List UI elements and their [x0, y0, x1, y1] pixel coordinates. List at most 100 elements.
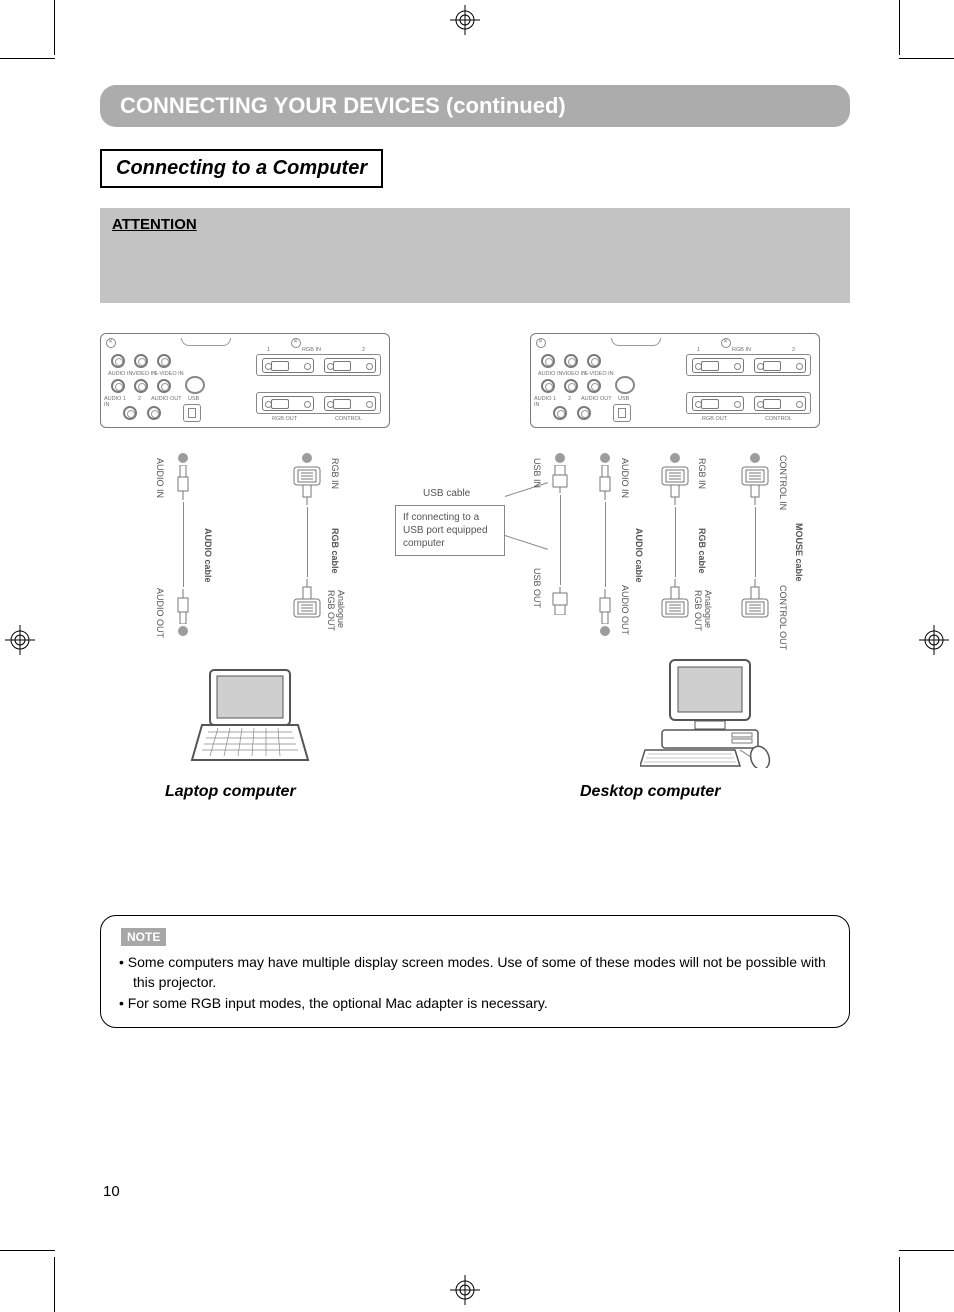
vga-port [324, 358, 376, 373]
usb-plug-icon [551, 587, 569, 615]
cable-label: AUDIO IN [155, 458, 165, 498]
svideo-din-port [615, 376, 635, 394]
cable-label: AUDIO cable [203, 528, 213, 583]
connector-dot [600, 453, 610, 463]
crop-mark [54, 1257, 55, 1312]
port-label: 2 [568, 396, 571, 402]
connector-dot [670, 453, 680, 463]
port-label: 1 [697, 347, 700, 353]
cable-label: RGB IN [697, 458, 707, 489]
audio1-port [541, 379, 555, 393]
audio-plug-icon [595, 465, 615, 500]
cable-label: USB IN [532, 458, 542, 488]
svideo-port [157, 354, 171, 368]
port-label: USB [618, 396, 629, 402]
connector-dot [600, 626, 610, 636]
section-title-text: CONNECTING YOUR DEVICES (continued) [120, 93, 566, 118]
crop-mark [899, 1250, 954, 1251]
connector-dot [178, 626, 188, 636]
screw-icon [291, 338, 301, 348]
rgb-out-group: RGB OUT CONTROL [256, 392, 381, 414]
port-label: VIDEO IN [562, 371, 586, 377]
port-label: CONTROL [335, 416, 362, 422]
rgb-out-group: RGB OUT CONTROL [686, 392, 811, 414]
vga-connector-icon [660, 579, 690, 619]
port-label: RGB OUT [272, 416, 297, 422]
audio-in-port [541, 354, 555, 368]
crop-mark [899, 1257, 900, 1312]
attention-block: ATTENTION [100, 208, 850, 303]
vga-connector-icon [660, 465, 690, 505]
cable-line [560, 495, 561, 585]
cable-label: RGB IN [330, 458, 340, 489]
rgb-cable-column [292, 453, 322, 621]
connector-dot [178, 453, 188, 463]
usb-note-box: If connecting to a USB port equipped com… [395, 505, 505, 556]
audio-plug-icon [173, 589, 193, 624]
port-label: S-VIDEO IN [154, 371, 184, 377]
attention-label: ATTENTION [112, 216, 197, 233]
note-badge: NOTE [121, 928, 166, 946]
audio1-port [111, 379, 125, 393]
port [577, 406, 591, 420]
cable-line [183, 502, 184, 587]
usb-port [613, 404, 631, 422]
audio-out-port [157, 379, 171, 393]
port-label: AUDIO OUT [581, 396, 612, 402]
cable-label: RGB cable [330, 528, 340, 574]
desktop-icon [640, 658, 780, 768]
vga-port [692, 396, 744, 411]
rgb-in-group: 1 RGB IN 2 [256, 354, 381, 376]
note-item: For some RGB input modes, the optional M… [119, 993, 831, 1013]
cable-line [755, 507, 756, 577]
cable-label: MOUSE cable [794, 523, 804, 582]
connection-diagram: AUDIO IN VIDEO IN S-VIDEO IN AUDIO 1 2 A… [100, 333, 850, 813]
connector-dot [302, 453, 312, 463]
port-label: AUDIO IN [108, 371, 132, 377]
note-box: NOTE Some computers may have multiple di… [100, 915, 850, 1028]
connector-dot [555, 453, 565, 463]
audio-in-port [111, 354, 125, 368]
subsection-title-box: Connecting to a Computer [100, 149, 383, 188]
cable-line [675, 507, 676, 577]
cable-label: AUDIO cable [634, 528, 644, 583]
note-list: Some computers may have multiple display… [119, 952, 831, 1013]
port-label: S-VIDEO IN [584, 371, 614, 377]
vga-port [262, 358, 314, 373]
port-label: USB [188, 396, 199, 402]
cable-label: USB OUT [532, 568, 542, 608]
port-label: CONTROL [765, 416, 792, 422]
cable-label: AUDIO OUT [620, 585, 630, 635]
audio-cable-column [168, 453, 198, 636]
serial-connector-icon [740, 579, 770, 619]
usb-port [183, 404, 201, 422]
note-item: Some computers may have multiple display… [119, 952, 831, 993]
screw-icon [721, 338, 731, 348]
section-title: CONNECTING YOUR DEVICES (continued) [100, 85, 850, 127]
vga-port [754, 396, 806, 411]
svideo-port [587, 354, 601, 368]
screw-icon [106, 338, 116, 348]
laptop-label: Laptop computer [165, 783, 296, 801]
crop-mark [0, 1250, 55, 1251]
usb-note-text: If connecting to a USB port equipped com… [403, 512, 488, 549]
projector-rear-panel-left: AUDIO IN VIDEO IN S-VIDEO IN AUDIO 1 2 A… [100, 333, 390, 428]
mouse-cable-column [740, 453, 770, 621]
svideo-din-port [185, 376, 205, 394]
audio-plug-icon [595, 589, 615, 624]
vga-port [262, 396, 314, 411]
desktop-label: Desktop computer [580, 783, 720, 801]
cable-line [307, 507, 308, 577]
usb-cable-column [545, 453, 575, 617]
cable-label: Analogue RGB OUT [693, 590, 713, 631]
port-label: AUDIO OUT [151, 396, 182, 402]
subsection-title: Connecting to a Computer [116, 157, 367, 179]
video-in-port [564, 354, 578, 368]
port-label: IN [534, 402, 540, 408]
port-label: RGB IN [732, 347, 751, 353]
projector-rear-panel-right: AUDIO IN VIDEO IN S-VIDEO IN AUDIO 1 2 A… [530, 333, 820, 428]
port-label: 2 [362, 347, 365, 353]
port-label: 2 [792, 347, 795, 353]
cable-label: Analogue RGB OUT [326, 590, 346, 631]
page-number: 10 [103, 1183, 120, 1200]
